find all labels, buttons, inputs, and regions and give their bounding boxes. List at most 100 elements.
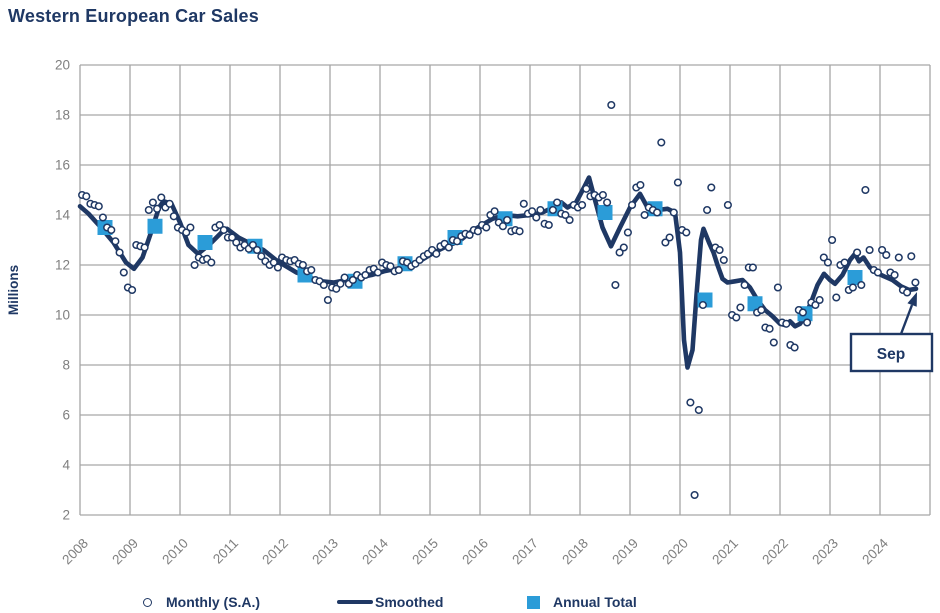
monthly-point	[907, 252, 916, 261]
monthly-point	[736, 303, 745, 312]
monthly-point	[811, 300, 820, 310]
annual-total-square	[197, 235, 213, 250]
monthly-point	[348, 275, 357, 285]
annual-total-square	[847, 270, 863, 285]
x-tick-label: 2019	[609, 536, 641, 568]
y-tick-label: 4	[62, 458, 70, 473]
monthly-point	[165, 199, 174, 208]
monthly-point	[732, 313, 741, 322]
x-tick-label: 2009	[109, 536, 141, 568]
monthly-point	[882, 250, 891, 260]
y-tick-label: 8	[62, 358, 70, 373]
monthly-point	[253, 245, 262, 255]
monthly-point	[140, 243, 149, 252]
x-tick-label: 2011	[210, 536, 241, 567]
monthly-point	[769, 338, 778, 347]
y-axis-title: Millions	[6, 265, 21, 315]
monthly-point	[536, 205, 545, 215]
monthly-point	[169, 212, 178, 221]
monthly-point	[528, 207, 537, 216]
monthly-point	[719, 255, 728, 265]
monthly-point	[144, 205, 153, 215]
monthly-point	[698, 300, 707, 310]
monthly-point	[723, 200, 732, 210]
monthly-point	[598, 190, 607, 200]
monthly-point	[669, 208, 678, 217]
monthly-point	[186, 223, 195, 232]
monthly-point	[840, 258, 849, 267]
monthly-point	[473, 227, 482, 236]
monthly-point	[911, 278, 920, 287]
monthly-point	[153, 204, 162, 213]
series-layer	[77, 100, 920, 500]
monthly-point	[803, 318, 812, 327]
monthly-point	[857, 280, 866, 290]
monthly-point	[657, 138, 666, 147]
monthly-point	[715, 245, 724, 255]
y-tick-label: 2	[62, 508, 70, 523]
y-tick-label: 20	[55, 58, 70, 73]
monthly-point	[707, 183, 716, 192]
monthly-point	[444, 243, 453, 252]
monthly-point	[453, 237, 462, 246]
legend-item-smoothed: Smoothed	[337, 591, 443, 613]
annual-total-square	[597, 205, 613, 220]
x-tick-label: 2015	[409, 536, 441, 568]
monthly-point	[661, 238, 670, 247]
x-tick-label: 2024	[859, 535, 891, 567]
y-tick-label: 6	[62, 408, 70, 423]
monthly-point	[519, 199, 528, 208]
monthly-point	[815, 295, 824, 305]
monthly-point	[819, 253, 828, 262]
monthly-point	[765, 324, 774, 333]
sep-annotation-arrow-line	[899, 304, 914, 335]
monthly-point	[269, 258, 278, 267]
monthly-point	[686, 398, 695, 407]
monthly-point	[757, 305, 766, 315]
monthly-point	[553, 198, 562, 207]
monthly-point	[465, 230, 474, 240]
monthly-point	[561, 210, 570, 220]
monthly-point	[823, 258, 832, 267]
sep-annotation-arrowhead	[907, 292, 917, 307]
smoothed-line	[77, 175, 919, 370]
monthly-point	[273, 263, 282, 272]
monthly-point	[207, 258, 216, 267]
monthly-point	[319, 280, 328, 290]
monthly-point	[128, 285, 137, 295]
monthly-point	[119, 268, 128, 277]
x-tick-label: 2021	[709, 536, 741, 568]
monthly-point	[515, 227, 524, 236]
sep-annotation: Sep	[849, 292, 934, 373]
monthly-point	[903, 288, 912, 297]
annual-total-square	[147, 218, 163, 234]
x-tick-label: 2014	[359, 535, 391, 567]
grid-layer	[79, 64, 931, 516]
monthly-point	[532, 213, 541, 222]
monthly-point	[690, 490, 699, 500]
monthly-point	[503, 215, 512, 225]
monthly-point	[82, 192, 91, 201]
monthly-point	[219, 225, 228, 235]
x-tick-label: 2013	[309, 536, 341, 568]
monthly-point	[619, 243, 628, 252]
monthly-point	[603, 198, 612, 207]
monthly-point	[215, 220, 224, 230]
monthly-point	[798, 308, 807, 317]
y-tick-label: 12	[55, 258, 70, 273]
chart-title: Western European Car Sales	[8, 6, 259, 26]
chart-legend: Monthly (S.A.) Smoothed Annual Total	[0, 591, 940, 613]
monthly-point	[332, 284, 341, 293]
monthly-point	[323, 295, 332, 305]
smoothed-marker-icon	[337, 599, 373, 605]
monthly-point	[111, 237, 120, 246]
monthly-point	[673, 178, 682, 187]
y-tick-label: 14	[55, 208, 71, 223]
monthly-point	[107, 225, 116, 235]
monthly-point	[490, 207, 499, 216]
monthly-point	[386, 262, 395, 271]
monthly-point	[623, 228, 632, 237]
sep-annotation-box	[849, 332, 934, 373]
monthly-point	[782, 319, 791, 328]
